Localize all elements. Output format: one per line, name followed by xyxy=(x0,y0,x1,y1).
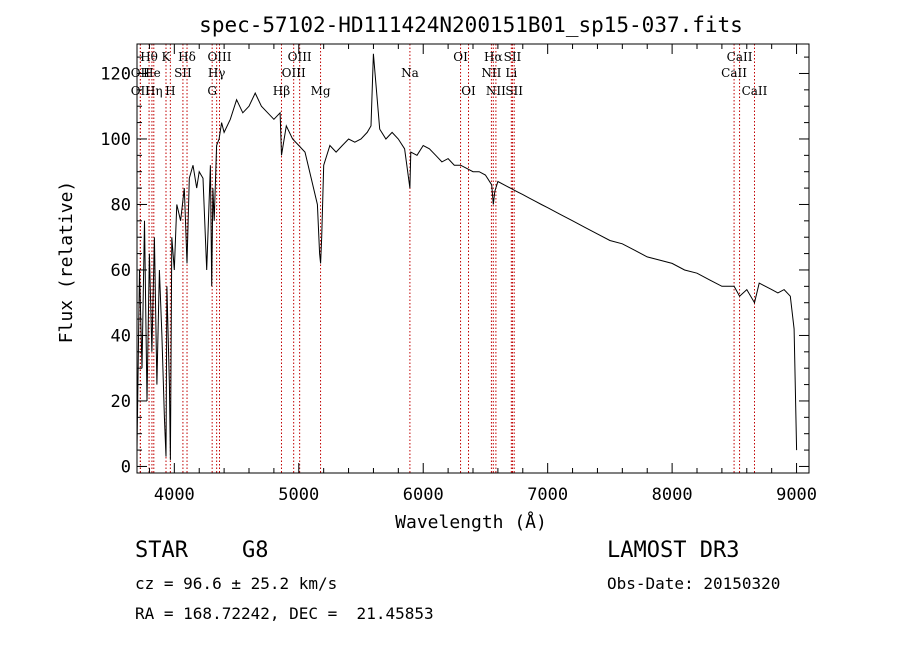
line-label: NII xyxy=(481,66,501,80)
x-tick-label: 5000 xyxy=(278,485,319,505)
spectral-line-markers xyxy=(139,44,755,473)
line-label: CaII xyxy=(742,84,768,98)
line-label: Na xyxy=(401,66,419,80)
x-axis-ticks: 4000 5000 6000 7000 8000 9000 xyxy=(148,44,817,505)
line-label: NII xyxy=(486,84,506,98)
x-tick-label: 6000 xyxy=(403,485,444,505)
line-label: Mg xyxy=(311,84,331,98)
plot-frame xyxy=(136,43,810,474)
line-label: OII xyxy=(131,84,151,98)
line-label: Hη xyxy=(145,84,163,98)
line-label: Hθ xyxy=(140,50,158,64)
y-tick-label: 0 xyxy=(121,457,131,477)
y-tick-label: 40 xyxy=(111,326,131,346)
x-axis-label: Wavelength (Å) xyxy=(395,511,547,533)
line-label: He xyxy=(143,66,161,80)
line-label: SII xyxy=(504,50,522,64)
line-label: H xyxy=(165,84,175,98)
y-tick-label: 100 xyxy=(100,130,131,150)
line-label: OIII xyxy=(288,50,312,64)
object-class: STAR xyxy=(135,538,188,563)
line-label: Hα xyxy=(484,50,503,64)
x-tick-label: 7000 xyxy=(527,485,568,505)
survey-name: LAMOST DR3 xyxy=(607,538,740,563)
observation-date: Obs-Date: 20150320 xyxy=(607,574,781,593)
line-label: G xyxy=(207,84,217,98)
line-label: OIII xyxy=(207,50,231,64)
line-label: Li xyxy=(505,66,517,80)
redshift-cz: cz = 96.6 ± 25.2 km/s xyxy=(135,574,338,593)
line-label: K xyxy=(162,50,172,64)
x-tick-label: 9000 xyxy=(776,485,817,505)
line-label: OIII xyxy=(282,66,306,80)
object-subclass: G8 xyxy=(242,538,269,563)
spectrum-line xyxy=(136,53,798,460)
line-label: OI xyxy=(461,84,476,98)
line-label: Hγ xyxy=(208,66,226,80)
x-tick-label: 4000 xyxy=(154,485,195,505)
line-label: SII xyxy=(505,84,523,98)
y-tick-label: 120 xyxy=(100,64,131,84)
line-label: Hδ xyxy=(178,50,196,64)
chart-title: spec-57102-HD111424N200151B01_sp15-037.f… xyxy=(199,13,743,37)
line-label: OI xyxy=(453,50,468,64)
line-label: SII xyxy=(174,66,192,80)
line-label: CaII xyxy=(721,66,747,80)
y-axis-ticks: 0 20 40 60 80 100 120 xyxy=(100,56,809,477)
y-axis-label: Flux (relative) xyxy=(56,181,77,344)
y-tick-label: 20 xyxy=(111,392,131,412)
line-label: CaII xyxy=(727,50,753,64)
x-tick-label: 8000 xyxy=(652,485,693,505)
y-tick-label: 60 xyxy=(111,261,131,281)
coordinates: RA = 168.72242, DEC = 21.45853 xyxy=(135,604,434,623)
line-label: Hβ xyxy=(273,84,290,98)
y-tick-label: 80 xyxy=(111,195,131,215)
